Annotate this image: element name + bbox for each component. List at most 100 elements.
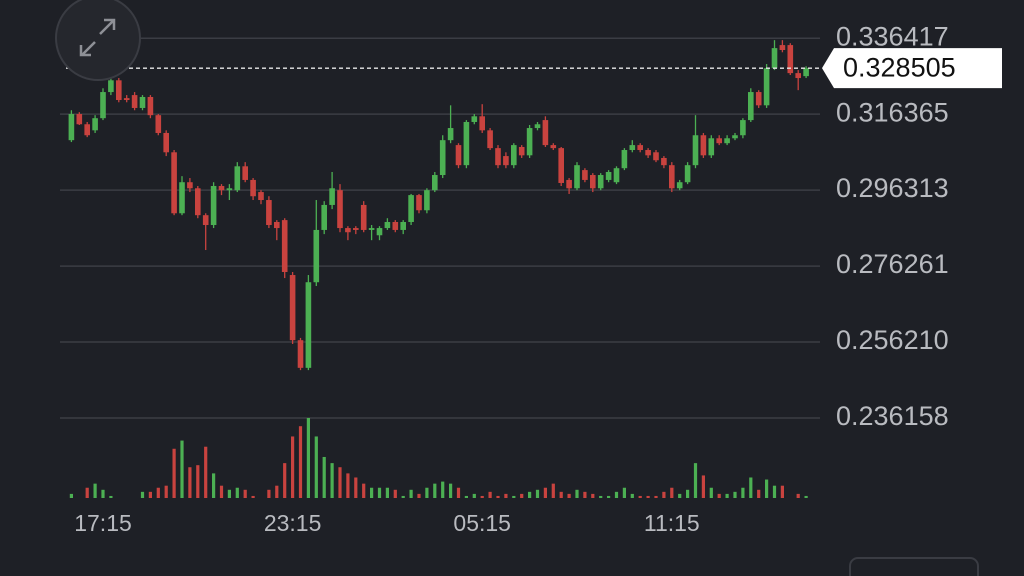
volume-bar [543, 487, 547, 498]
volume-bar [559, 491, 563, 498]
volume-bar [85, 487, 89, 498]
candle-body [424, 190, 430, 211]
volume-bar [370, 487, 374, 498]
volume-bar [101, 489, 105, 498]
volume-bar [93, 483, 97, 498]
volume-bar [464, 495, 468, 498]
candle-body [684, 165, 691, 183]
expand-button[interactable] [55, 0, 141, 81]
candle-body [708, 138, 715, 156]
volume-bar [472, 493, 476, 498]
volume-bar [796, 493, 800, 498]
candle-body [321, 204, 327, 230]
volume-bar [488, 491, 492, 498]
candle-body [408, 195, 414, 222]
volume-bar [433, 483, 437, 498]
candle-body [392, 221, 399, 230]
volume-bar [291, 436, 295, 498]
candle-body [116, 80, 122, 101]
candle-body [669, 165, 675, 189]
volume-bar [204, 446, 208, 498]
candle-body [305, 282, 312, 368]
candle-body [550, 145, 557, 149]
volume-bar [622, 487, 626, 498]
corner-button[interactable] [849, 557, 979, 576]
volume-bar [354, 477, 358, 498]
volume-bar [243, 489, 247, 498]
candle-body [84, 124, 90, 136]
candle-body [274, 221, 280, 229]
volume-bar [275, 485, 279, 498]
volume-bar [733, 491, 737, 498]
volume-bar [670, 487, 674, 498]
volume-bar [638, 495, 642, 498]
candle-body [155, 115, 162, 133]
candle-body [100, 92, 106, 119]
candle-body [258, 192, 264, 201]
volume-bar [725, 493, 729, 498]
candle-body [439, 140, 446, 176]
candle-body [218, 186, 225, 191]
candle-body [345, 228, 351, 233]
volume-bar [772, 485, 777, 498]
candle-body [771, 48, 778, 69]
volume-bar [140, 491, 145, 498]
candle-body [400, 221, 406, 230]
volume-bar [496, 495, 500, 498]
volume-bar [267, 489, 271, 498]
x-tick-label: 11:15 [644, 510, 700, 536]
candle-body [281, 220, 288, 272]
candle-body [787, 45, 794, 74]
volume-bar [283, 463, 287, 498]
volume-bar [156, 487, 160, 498]
volume-bar [377, 487, 382, 498]
candle-body [416, 195, 422, 211]
candle-body [447, 128, 454, 141]
volume-bar [804, 495, 808, 498]
y-tick-label: 0.316365 [836, 97, 949, 127]
volume-bar [646, 495, 650, 498]
candle-body [653, 152, 659, 161]
volume-bar [212, 473, 216, 498]
expand-icon[interactable] [79, 18, 116, 57]
candle-body [202, 215, 209, 226]
volume-bar [251, 495, 255, 498]
candle-body [353, 228, 359, 230]
candle-body [700, 135, 707, 156]
candle-body [740, 120, 746, 136]
candle-body [566, 179, 572, 189]
volume-bar [480, 495, 484, 498]
candle-body [542, 120, 549, 146]
candle-body [131, 95, 138, 108]
candle-body [147, 96, 154, 116]
labels: 0.336417 0.316365 0.296313 0.276261 0.256210… [74, 21, 1002, 536]
volume-bar [385, 487, 389, 498]
volume-bar [567, 493, 571, 498]
candle-body [108, 80, 114, 93]
volume-bar [456, 487, 461, 498]
volume-bar [227, 489, 231, 498]
candle-body [171, 152, 177, 214]
expand-circle[interactable] [55, 0, 141, 81]
volume-bar [180, 440, 184, 498]
volume-bar [757, 489, 761, 498]
candle-body [187, 182, 193, 189]
candle-body [526, 128, 533, 156]
candle-body [676, 182, 683, 189]
volume-bar [591, 493, 595, 498]
candle-body [518, 146, 525, 156]
volume-bar [528, 491, 532, 498]
volume-bar [425, 487, 429, 498]
candle-body [455, 145, 462, 166]
candle-body [337, 190, 343, 229]
candle-body [289, 275, 296, 341]
volume-bar [709, 487, 713, 498]
volume-bar [306, 418, 310, 498]
x-tick-label: 23:15 [264, 510, 322, 536]
candle-body [511, 145, 517, 166]
volume-bar [188, 467, 192, 498]
y-tick-label: 0.336417 [836, 21, 949, 51]
volume-bar [69, 493, 73, 498]
volume-bar [148, 491, 152, 498]
